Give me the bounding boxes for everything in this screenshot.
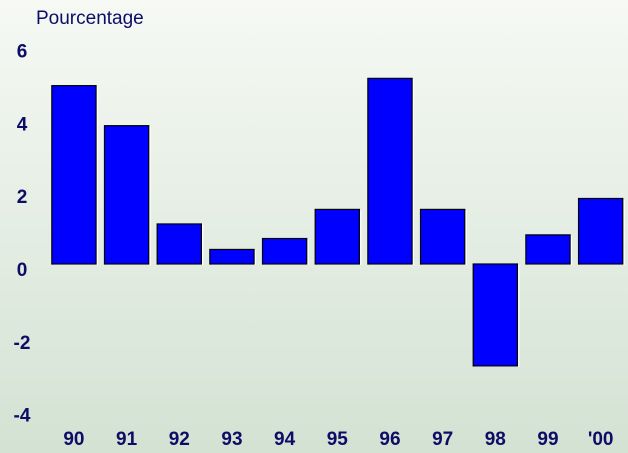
bar (367, 77, 413, 265)
chart-title: Pourcentage (36, 8, 144, 29)
x-tick-label: 91 (116, 429, 138, 450)
bar (472, 263, 519, 367)
bar (525, 234, 571, 265)
x-tick-label: 99 (537, 429, 558, 450)
bar (314, 208, 361, 265)
x-tick-label: 95 (327, 429, 349, 450)
bar (577, 197, 624, 265)
bar (419, 208, 466, 265)
x-tick-label: 98 (485, 429, 506, 450)
x-tick-label: 94 (274, 429, 296, 450)
y-tick-label: 0 (17, 260, 28, 281)
bar (103, 125, 150, 265)
bar (261, 237, 308, 265)
bar (209, 248, 255, 265)
x-tick-label: 90 (63, 429, 84, 450)
y-tick-label: -2 (14, 333, 31, 354)
bar (156, 223, 203, 265)
x-tick-label: 96 (379, 429, 400, 450)
x-tick-label: '00 (588, 429, 614, 450)
y-tick-label: -4 (14, 406, 31, 427)
bar (51, 85, 97, 265)
y-tick-label: 6 (17, 42, 28, 63)
y-tick-label: 4 (17, 114, 28, 135)
x-tick-label: 93 (221, 429, 242, 450)
y-tick-label: 2 (17, 187, 28, 208)
x-tick-label: 92 (169, 429, 190, 450)
x-tick-label: 97 (432, 429, 453, 450)
